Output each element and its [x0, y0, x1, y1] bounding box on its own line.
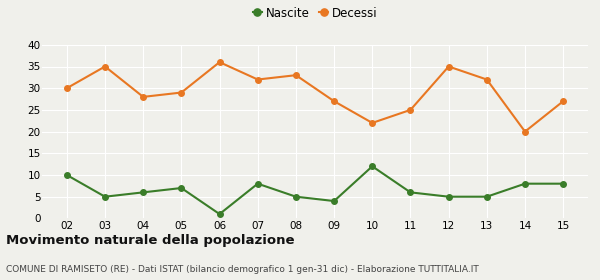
Nascite	[101, 195, 109, 198]
Nascite	[483, 195, 490, 198]
Decessi	[483, 78, 490, 81]
Nascite	[521, 182, 529, 185]
Decessi	[445, 65, 452, 68]
Nascite	[368, 165, 376, 168]
Text: Movimento naturale della popolazione: Movimento naturale della popolazione	[6, 234, 295, 247]
Decessi	[63, 87, 70, 90]
Nascite	[140, 191, 147, 194]
Decessi	[140, 95, 147, 99]
Legend: Nascite, Decessi: Nascite, Decessi	[248, 2, 382, 25]
Nascite	[292, 195, 299, 198]
Decessi	[178, 91, 185, 94]
Nascite	[331, 199, 338, 203]
Nascite	[445, 195, 452, 198]
Decessi	[331, 100, 338, 103]
Decessi	[216, 60, 223, 64]
Nascite	[560, 182, 567, 185]
Decessi	[254, 78, 262, 81]
Decessi	[292, 74, 299, 77]
Decessi	[560, 100, 567, 103]
Nascite	[216, 212, 223, 216]
Decessi	[101, 65, 109, 68]
Decessi	[521, 130, 529, 133]
Nascite	[407, 191, 414, 194]
Line: Nascite: Nascite	[64, 164, 566, 217]
Decessi	[368, 121, 376, 125]
Decessi	[407, 108, 414, 112]
Nascite	[254, 182, 262, 185]
Nascite	[178, 186, 185, 190]
Nascite	[63, 173, 70, 177]
Line: Decessi: Decessi	[64, 59, 566, 134]
Text: COMUNE DI RAMISETO (RE) - Dati ISTAT (bilancio demografico 1 gen-31 dic) - Elabo: COMUNE DI RAMISETO (RE) - Dati ISTAT (bi…	[6, 265, 479, 274]
